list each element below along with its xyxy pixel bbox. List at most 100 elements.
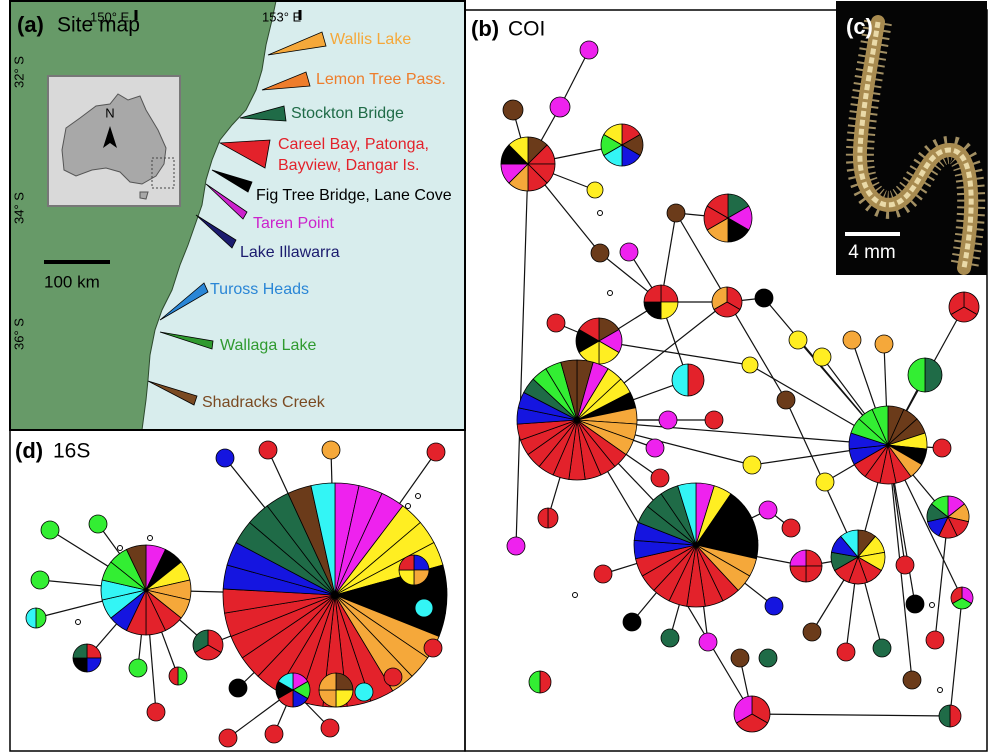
haplotype	[813, 348, 831, 366]
haplotype	[507, 537, 525, 555]
haplotype	[816, 473, 834, 491]
haplotype	[147, 703, 165, 721]
haplotype-slice	[26, 608, 36, 628]
haplotype-slice	[790, 566, 806, 582]
panel-label: (d)	[15, 438, 43, 463]
haplotype	[759, 501, 777, 519]
network-edge	[950, 598, 962, 716]
haplotype	[667, 204, 685, 222]
haplotype	[587, 182, 603, 198]
haplotype	[219, 729, 237, 747]
haplotype	[873, 639, 891, 657]
haplotype	[705, 411, 723, 429]
haplotype	[661, 629, 679, 647]
map-panel: N 100 km (a) Site map 150° E 153° E 32° …	[10, 1, 465, 430]
haplotype-slice	[87, 658, 101, 672]
haplotype-slice	[806, 550, 822, 566]
site-label: Careel Bay, Patonga,	[278, 136, 429, 153]
haplotype	[651, 469, 669, 487]
haplotype	[384, 668, 402, 686]
haplotype	[427, 443, 445, 461]
haplotype	[659, 411, 677, 429]
haplotype-slice	[73, 644, 87, 658]
network-edge	[516, 164, 528, 546]
haplotype	[591, 244, 609, 262]
haplotype	[837, 643, 855, 661]
lat-label: 34° S	[11, 192, 26, 224]
site-label: Bayview, Dangar Is.	[278, 157, 419, 174]
haplotype	[89, 515, 107, 533]
haplotype-slice	[169, 667, 178, 685]
haplotype	[731, 649, 749, 667]
haplotype	[906, 595, 924, 613]
haplotype	[547, 314, 565, 332]
network-edge	[752, 714, 950, 716]
haplotype-slice	[672, 364, 688, 396]
haplotype-slice	[540, 671, 551, 693]
haplotype	[321, 719, 339, 737]
haplotype	[216, 449, 234, 467]
haplotype	[580, 41, 598, 59]
scale-label: 4 mm	[848, 242, 896, 263]
haplotype-slice	[939, 705, 950, 727]
haplotype	[903, 671, 921, 689]
haplotype-slice	[661, 302, 678, 319]
haplotype	[843, 331, 861, 349]
site-label: Lemon Tree Pass.	[316, 71, 446, 88]
median-vector	[573, 593, 578, 598]
panel-label: (a)	[17, 12, 44, 37]
photo-panel: 4 mm (c)	[836, 1, 987, 275]
lon-label: 150° E	[90, 9, 130, 24]
haplotype	[699, 633, 717, 651]
haplotype	[129, 659, 147, 677]
haplotype	[742, 357, 758, 373]
haplotype	[620, 243, 638, 261]
haplotype-slice	[87, 644, 101, 658]
site-label: Taren Point	[253, 215, 334, 232]
haplotype	[623, 613, 641, 631]
median-vector	[76, 620, 81, 625]
haplotype-slice	[538, 508, 548, 528]
haplotype-slice	[950, 705, 961, 727]
haplotype-slice	[925, 358, 942, 392]
haplotype	[229, 679, 247, 697]
haplotype	[41, 521, 59, 539]
site-label: Tuross Heads	[210, 281, 309, 298]
north-label: N	[105, 105, 114, 120]
haplotype-slice	[548, 508, 558, 528]
haplotype	[896, 556, 914, 574]
haplotype-slice	[644, 285, 661, 302]
haplotype	[503, 100, 523, 120]
haplotype	[322, 441, 340, 459]
haplotype	[926, 631, 944, 649]
site-label: Wallis Lake	[330, 31, 411, 48]
haplotype	[777, 391, 795, 409]
haplotype-slice	[806, 566, 822, 582]
haplotype-slice	[908, 358, 925, 392]
haplotype	[875, 335, 893, 353]
haplotype	[759, 649, 777, 667]
haplotype	[424, 639, 442, 657]
haplotype	[646, 439, 664, 457]
haplotype	[259, 441, 277, 459]
haplotype	[415, 599, 433, 617]
median-vector	[406, 504, 411, 509]
lat-label: 32° S	[11, 56, 26, 88]
figure: N 100 km (a) Site map 150° E 153° E 32° …	[0, 0, 988, 752]
haplotype	[933, 439, 951, 457]
haplotype	[789, 331, 807, 349]
site-label: Shadracks Creek	[202, 394, 326, 411]
haplotype	[594, 565, 612, 583]
scale-label: 100 km	[44, 272, 100, 291]
median-vector	[598, 211, 603, 216]
site-label: Fig Tree Bridge, Lane Cove	[256, 187, 452, 204]
median-vector	[930, 603, 935, 608]
haplotype	[803, 623, 821, 641]
median-vector	[938, 688, 943, 693]
haplotype-slice	[661, 285, 678, 302]
haplotype	[31, 571, 49, 589]
panel-label: (b)	[471, 16, 499, 41]
16s-network	[26, 441, 447, 747]
median-vector	[608, 291, 613, 296]
haplotype-slice	[529, 671, 540, 693]
